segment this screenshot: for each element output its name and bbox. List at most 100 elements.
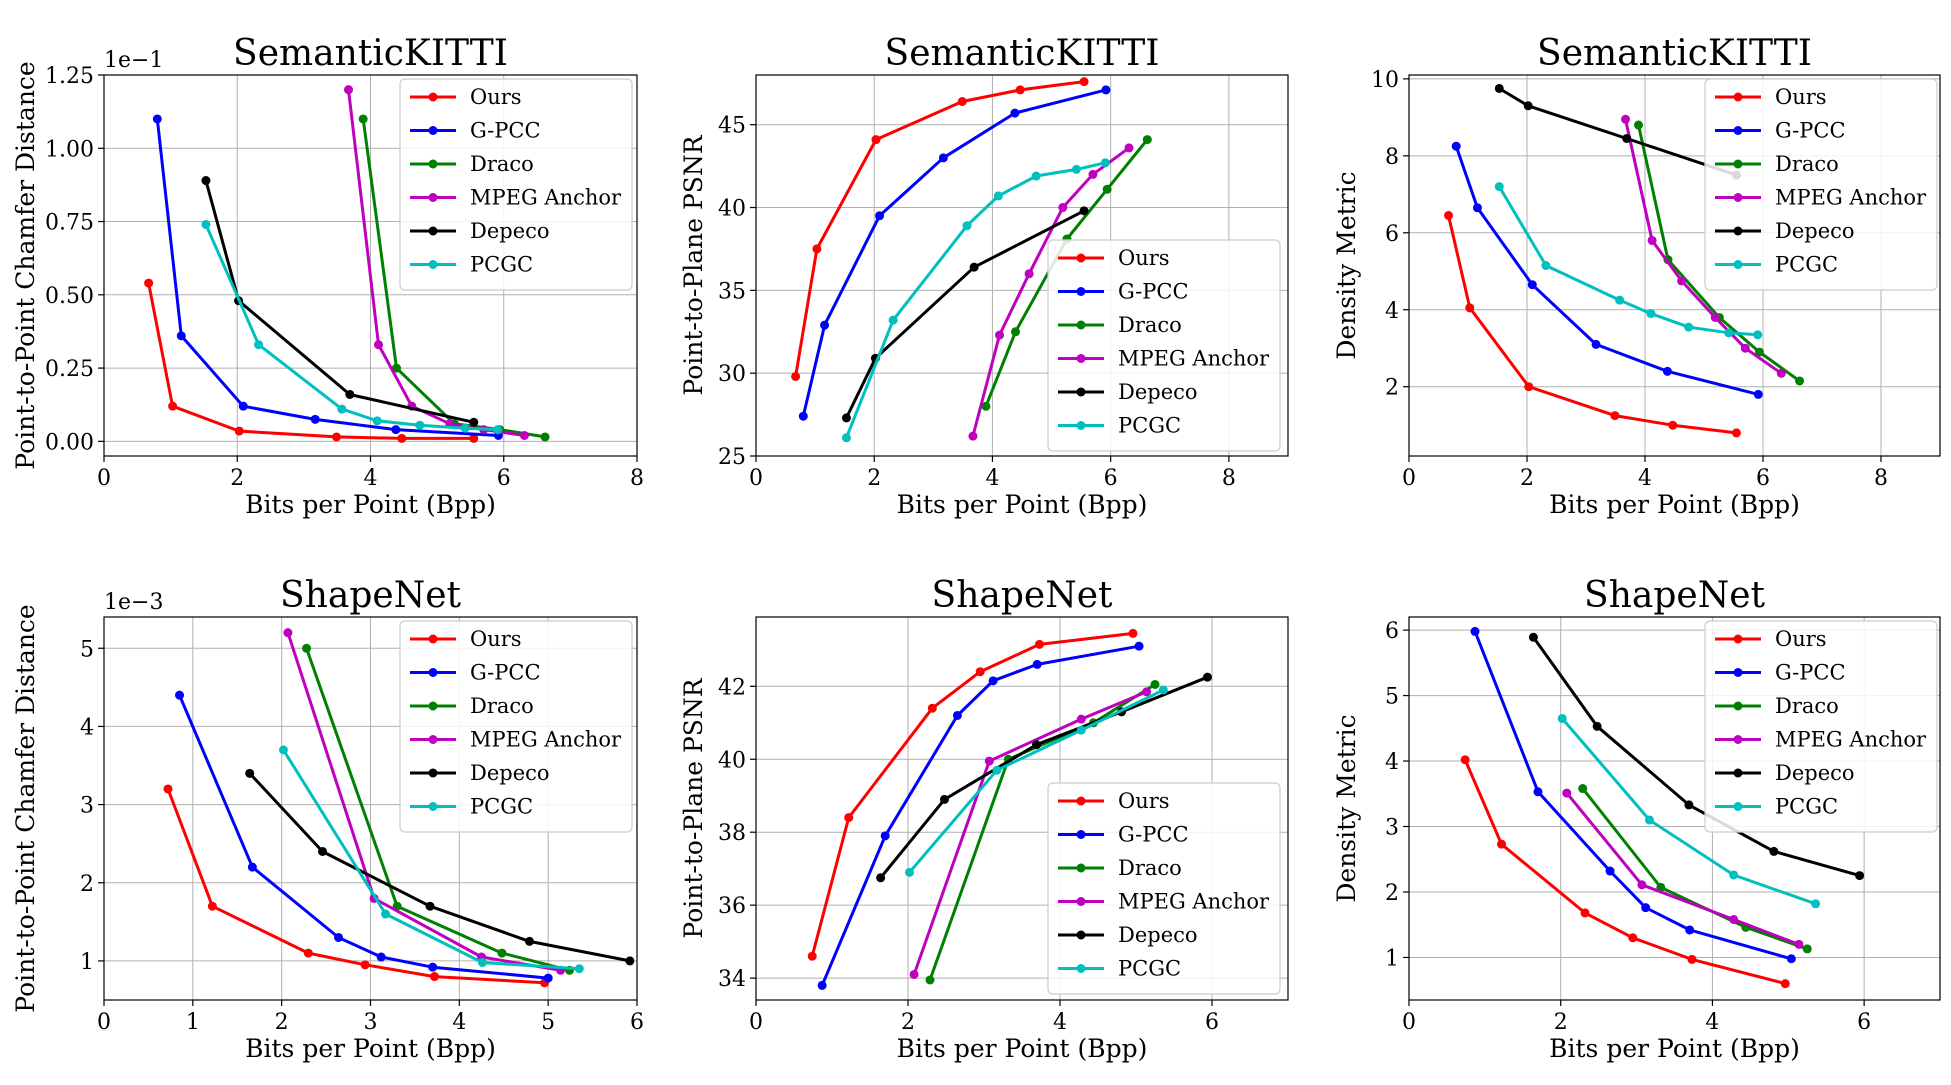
data-point: [168, 401, 178, 411]
legend-marker: [1733, 126, 1743, 135]
data-point: [245, 768, 255, 778]
data-point: [1128, 628, 1138, 638]
data-point: [176, 331, 186, 341]
data-point: [905, 867, 915, 877]
data-point: [1687, 954, 1697, 964]
legend-marker: [1076, 830, 1086, 839]
legend-marker: [1733, 159, 1743, 169]
data-point: [1811, 899, 1821, 909]
legend-entry: Depeco: [470, 219, 550, 243]
y-tick-label: 25: [718, 445, 746, 470]
data-point: [1524, 382, 1534, 392]
data-point: [345, 389, 355, 399]
data-point: [888, 315, 898, 325]
series-line-depeco: [1498, 87, 1737, 177]
data-point: [318, 846, 328, 856]
data-point: [1079, 77, 1089, 87]
axes-frame: [1408, 74, 1941, 457]
data-point: [1615, 295, 1625, 305]
legend-entry: Ours: [470, 85, 522, 109]
data-point: [925, 975, 935, 985]
x-tick-label: 2: [1554, 1010, 1568, 1035]
data-point: [1451, 141, 1461, 151]
data-point: [1677, 276, 1687, 286]
legend-marker: [1076, 930, 1086, 940]
y-tick-label: 5: [1385, 685, 1399, 710]
series-line-g-pcc: [820, 644, 1140, 986]
legend-entry: Draco: [1118, 856, 1182, 880]
series-line-ours: [1463, 759, 1786, 986]
y-axis-label: Point-to-Point Chamfer Distance: [11, 61, 40, 469]
axis-offset-text: 1e−1: [104, 48, 163, 73]
series-line-depeco: [204, 180, 475, 424]
x-tick-label: 6: [1756, 466, 1770, 491]
axis-offset-text: 1e−3: [104, 590, 163, 615]
legend-marker: [1733, 92, 1743, 102]
data-point: [373, 340, 383, 350]
data-point: [791, 371, 801, 381]
legend-entry: G-PCC: [1775, 119, 1846, 143]
data-point: [397, 433, 407, 443]
legend-marker: [428, 768, 438, 778]
legend-entry: PCGC: [1775, 253, 1838, 277]
data-point: [1685, 925, 1695, 935]
data-point: [460, 423, 470, 433]
y-axis-label: Point-to-Plane PSNR: [679, 677, 708, 938]
data-point: [1562, 788, 1572, 798]
data-point: [332, 432, 342, 442]
data-point: [334, 932, 344, 942]
x-tick-label: 2: [1520, 466, 1534, 491]
data-point: [993, 191, 1003, 201]
legend-entry: PCGC: [470, 253, 533, 277]
data-point: [841, 413, 851, 423]
series-group: [807, 628, 1212, 990]
data-point: [429, 972, 439, 982]
data-point: [952, 710, 962, 720]
legend-marker: [1733, 226, 1743, 236]
data-point: [543, 973, 553, 983]
data-point: [1557, 713, 1567, 723]
data-point: [1071, 164, 1081, 174]
data-point: [358, 114, 368, 124]
data-point: [1528, 632, 1538, 642]
x-tick-label: 4: [452, 1010, 466, 1035]
data-point: [1802, 944, 1812, 954]
x-tick-label: 8: [630, 466, 644, 491]
legend-marker: [1733, 768, 1743, 778]
y-tick-label: 1: [80, 950, 94, 975]
series-group: [1444, 83, 1805, 438]
legend-entry: MPEG Anchor: [470, 728, 622, 752]
legend-entry: PCGC: [1118, 957, 1181, 981]
data-point: [1776, 368, 1786, 378]
y-tick-label: 35: [718, 279, 746, 304]
data-point: [337, 404, 347, 414]
data-point: [798, 411, 808, 421]
chart-panel-1: 0 2 4 6 8 0.00 0.25 0.50 0.75 1.00 1.25 1e−1 Semanti…: [11, 33, 644, 519]
axes-frame: [755, 74, 1289, 457]
data-point: [469, 417, 479, 427]
x-tick-label: 2: [901, 1010, 915, 1035]
legend-marker: [428, 802, 438, 811]
data-point: [207, 901, 217, 911]
chart-title: SemanticKITTI: [1537, 33, 1812, 74]
y-tick-label: 0.25: [45, 357, 94, 382]
legend-entry: MPEG Anchor: [1118, 347, 1270, 371]
data-point: [372, 416, 382, 426]
data-point: [574, 964, 584, 974]
data-point: [1058, 203, 1068, 213]
x-tick-label: 0: [97, 466, 111, 491]
data-point: [163, 784, 173, 794]
legend-entry: Ours: [1118, 789, 1170, 813]
series-line-depeco: [845, 209, 1085, 419]
data-point: [817, 980, 827, 990]
data-point: [1591, 339, 1601, 349]
y-axis-label: Density Metric: [1332, 714, 1361, 902]
series-line-pcgc: [908, 688, 1165, 874]
data-point: [969, 262, 979, 272]
data-point: [360, 960, 370, 970]
data-point: [1729, 870, 1739, 880]
data-point: [1592, 721, 1602, 731]
y-tick-label: 4: [1385, 750, 1399, 775]
data-point: [1622, 134, 1632, 143]
data-point: [875, 211, 885, 221]
